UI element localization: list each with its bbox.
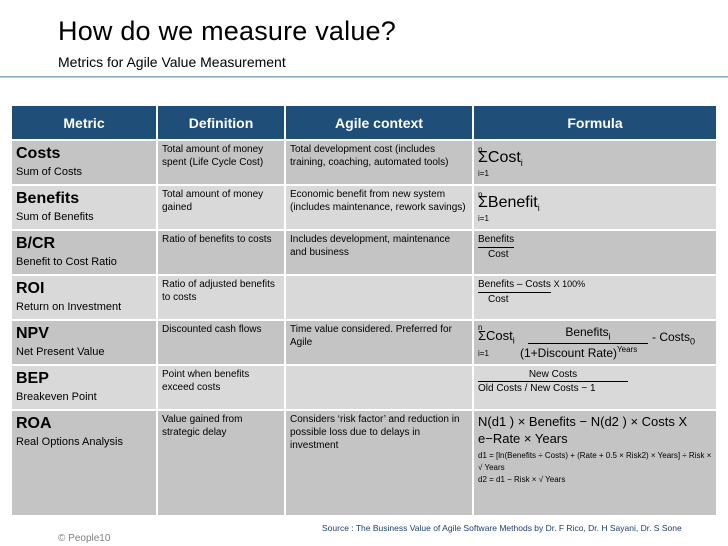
metric-cell: Benefits Sum of Benefits (10, 184, 158, 231)
sum-subscript: i (537, 203, 540, 214)
npv-denominator: (1+Discount Rate) (520, 346, 618, 360)
table-row: NPV Net Present Value Discounted cash fl… (10, 319, 718, 366)
source-citation: Source : The Business Value of Agile Sof… (322, 523, 682, 533)
context-cell: Total development cost (includes trainin… (284, 139, 474, 186)
formula-cell: n ΣCosti i=1 (472, 139, 718, 186)
context-cell: Includes development, maintenance and bu… (284, 229, 474, 276)
context-cell (284, 274, 474, 321)
formula-cell: n ΣCosti i=1 Benefitsi (1+Discount Rate)… (472, 319, 718, 366)
definition-cell: Value gained from strategic delay (156, 409, 286, 517)
metric-name: NPV (16, 325, 49, 342)
copyright-notice: © People10 (58, 533, 111, 544)
roa-d2-definition: d2 = d1 − Risk × √ Years (478, 475, 566, 484)
header-metric: Metric (10, 104, 158, 141)
context-cell (284, 364, 474, 411)
ratio-numerator: Benefits – Costs (478, 278, 551, 293)
metric-cell: B/CR Benefit to Cost Ratio (10, 229, 158, 276)
metric-name: B/CR (16, 235, 56, 252)
header-row: Metric Definition Agile context Formula (10, 104, 718, 141)
table-row: ROI Return on Investment Ratio of adjust… (10, 274, 718, 321)
definition-cell: Discounted cash flows (156, 319, 286, 366)
context-cell: Time value considered. Preferred for Agi… (284, 319, 474, 366)
npv-numerator-subscript: i (608, 331, 611, 342)
context-cell: Economic benefit from new system (includ… (284, 184, 474, 231)
roa-d1-definition: d1 = [ln(Benefits ÷ Costs) + (Rate + 0.5… (478, 451, 712, 472)
metric-name: BEP (16, 370, 49, 387)
formula-cell: New Costs Old Costs / New Costs − 1 (472, 364, 718, 411)
sum-formula: n ΣBenefiti i=1 (478, 188, 712, 223)
ratio-numerator: Benefits (478, 233, 515, 248)
header-formula: Formula (472, 104, 718, 141)
metric-name: ROA (16, 415, 52, 432)
header-definition: Definition (156, 104, 286, 141)
bep-denominator: Old Costs / New Costs − 1 (478, 383, 596, 394)
metrics-table: Metric Definition Agile context Formula … (10, 104, 718, 517)
formula-cell: Benefits Cost (472, 229, 718, 276)
sum-upper-limit: n (478, 145, 483, 154)
sum-expression: ΣBenefit (478, 194, 538, 211)
header-agile-context: Agile context (284, 104, 474, 141)
metric-full-name: Sum of Benefits (16, 211, 94, 223)
npv-tail-subscript: 0 (690, 336, 696, 347)
table-row: Costs Sum of Costs Total amount of money… (10, 139, 718, 186)
formula-cell: Benefits – Costs X 100% Cost (472, 274, 718, 321)
metric-full-name: Net Present Value (16, 346, 105, 358)
title-divider (0, 76, 728, 77)
npv-lower-limit: i=1 (478, 349, 489, 358)
roa-formula-line2: e−Rate × Years (478, 431, 568, 446)
metric-full-name: Sum of Costs (16, 166, 83, 178)
sum-expression: ΣCost (478, 149, 521, 166)
sum-formula: n ΣCosti i=1 (478, 143, 712, 178)
npv-denominator-exponent: Years (617, 345, 638, 354)
formula-cell: N(d1 ) × Benefits − N(d2 ) × Costs X e−R… (472, 409, 718, 517)
metric-cell: ROI Return on Investment (10, 274, 158, 321)
metric-name: Costs (16, 145, 61, 162)
npv-tail-term: - Costs (652, 330, 691, 344)
metric-cell: ROA Real Options Analysis (10, 409, 158, 517)
metric-cell: Costs Sum of Costs (10, 139, 158, 186)
bep-numerator: New Costs (478, 368, 628, 382)
table-row: Benefits Sum of Benefits Total amount of… (10, 184, 718, 231)
title-divider-shadow (0, 77, 728, 78)
table-row: ROA Real Options Analysis Value gained f… (10, 409, 718, 517)
slide-subtitle: Metrics for Agile Value Measurement (58, 54, 286, 70)
definition-cell: Ratio of adjusted benefits to costs (156, 274, 286, 321)
definition-cell: Point when benefits exceed costs (156, 364, 286, 411)
sum-upper-limit: n (478, 190, 483, 199)
definition-cell: Total amount of money gained (156, 184, 286, 231)
roa-formula-line1: N(d1 ) × Benefits − N(d2 ) × Costs X (478, 414, 688, 429)
ratio-multiplier: X 100% (553, 279, 586, 289)
npv-cost-subscript: i (512, 335, 515, 346)
sum-lower-limit: i=1 (478, 169, 489, 178)
metric-name: Benefits (16, 190, 80, 207)
ratio-denominator: Cost (488, 294, 509, 305)
ratio-denominator: Cost (488, 249, 509, 260)
npv-numerator: Benefits (565, 325, 609, 339)
npv-upper-limit: n (478, 323, 483, 332)
sum-lower-limit: i=1 (478, 214, 489, 223)
npv-formula: n ΣCosti i=1 Benefitsi (1+Discount Rate)… (478, 323, 712, 360)
metric-full-name: Breakeven Point (16, 391, 97, 403)
metric-full-name: Return on Investment (16, 301, 122, 313)
sum-subscript: i (520, 158, 523, 169)
definition-cell: Ratio of benefits to costs (156, 229, 286, 276)
slide-title: How do we measure value? (58, 16, 396, 46)
definition-cell: Total amount of money spent (Life Cycle … (156, 139, 286, 186)
formula-cell: n ΣBenefiti i=1 (472, 184, 718, 231)
table-row: B/CR Benefit to Cost Ratio Ratio of bene… (10, 229, 718, 276)
metric-full-name: Benefit to Cost Ratio (16, 256, 117, 268)
metric-cell: BEP Breakeven Point (10, 364, 158, 411)
context-cell: Considers ‘risk factor’ and reduction in… (284, 409, 474, 517)
table-row: BEP Breakeven Point Point when benefits … (10, 364, 718, 411)
metric-cell: NPV Net Present Value (10, 319, 158, 366)
metric-full-name: Real Options Analysis (16, 436, 123, 448)
npv-cost-term: ΣCost (478, 328, 513, 343)
metric-name: ROI (16, 280, 45, 297)
